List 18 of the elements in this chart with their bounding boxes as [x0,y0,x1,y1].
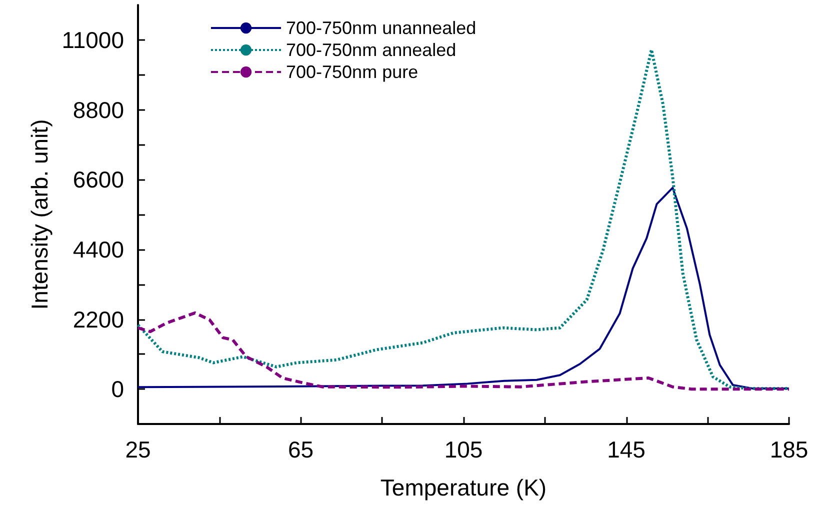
x-tick-label: 145 [607,436,646,462]
legend-label: 700-750nm annealed [286,40,456,60]
legend-label: 700-750nm unannealed [286,18,476,38]
line-series [137,186,790,390]
x-axis-title: Temperature (K) [380,474,547,500]
x-tick-label: 185 [770,436,808,462]
y-tick-label: 8800 [72,96,124,123]
y-tick-label: 4400 [72,236,124,262]
y-tick-label: 11000 [62,26,124,53]
line-series [136,311,790,391]
x-tick-label: 25 [125,436,151,462]
legend-label: 700-750nm pure [286,62,418,82]
y-tick-label: 2200 [72,306,124,332]
y-tick-label: 0 [111,376,124,402]
y-tick-label: 6600 [72,166,124,193]
x-tick-label: 65 [288,436,314,462]
x-tick-label: 105 [444,436,483,462]
y-axis-title: Intensity (arb. unit) [26,119,52,310]
